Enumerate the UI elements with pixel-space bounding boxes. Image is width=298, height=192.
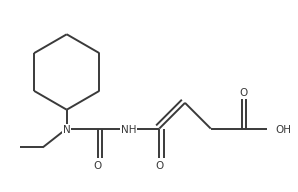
Text: N: N [63, 125, 71, 135]
Text: O: O [94, 161, 102, 171]
Text: O: O [240, 88, 248, 98]
Text: NH: NH [121, 125, 136, 135]
Text: O: O [155, 161, 163, 171]
Text: OH: OH [276, 125, 292, 135]
